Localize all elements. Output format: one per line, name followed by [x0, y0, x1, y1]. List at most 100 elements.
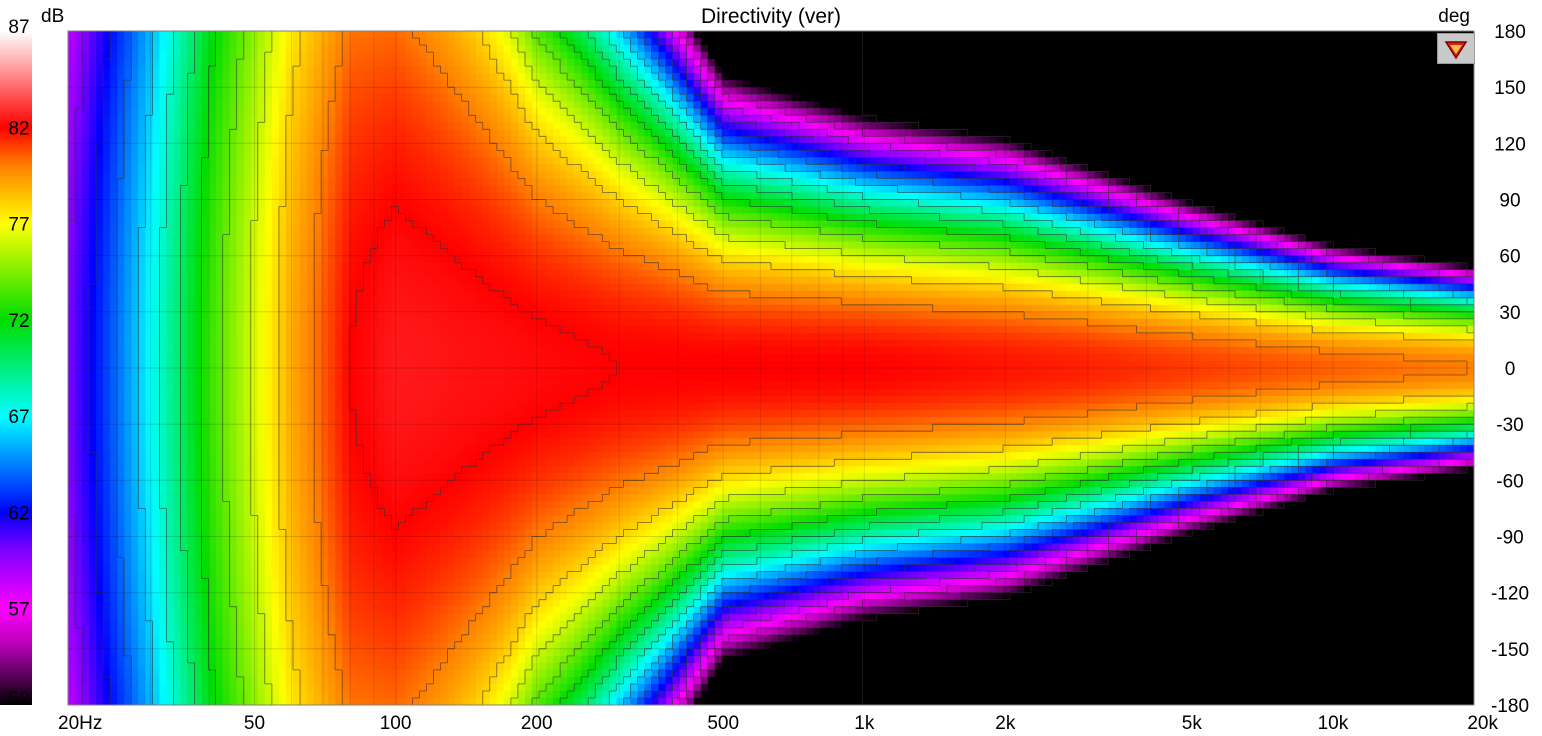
heatmap-cell	[285, 80, 294, 88]
heatmap-cell	[1178, 122, 1187, 130]
heatmap-cell	[1291, 129, 1299, 137]
heatmap-cell	[581, 87, 589, 95]
heatmap-cell	[637, 150, 646, 158]
heatmap-cell	[778, 122, 786, 130]
heatmap-cell	[278, 178, 287, 187]
heatmap-cell	[1017, 31, 1025, 39]
heatmap-cell	[1291, 87, 1299, 95]
heatmap-cell	[946, 66, 955, 74]
heatmap-cell	[960, 115, 969, 123]
heatmap-cell	[1094, 59, 1103, 67]
heatmap-cell	[602, 73, 610, 81]
heatmap-cell	[1389, 101, 1398, 109]
heatmap-cell	[553, 157, 561, 165]
heatmap-cell	[398, 115, 407, 123]
heatmap-cell	[250, 38, 259, 46]
heatmap-cell	[384, 185, 392, 194]
heatmap-cell	[1220, 45, 1229, 53]
heatmap-cell	[560, 157, 568, 165]
heatmap-cell	[1164, 185, 1173, 194]
heatmap-cell	[1150, 66, 1159, 74]
heatmap-cell	[1452, 192, 1461, 201]
heatmap-cell	[1010, 52, 1018, 60]
heatmap-cell	[1002, 59, 1011, 67]
heatmap-cell	[222, 185, 231, 194]
heatmap-cell	[904, 157, 913, 165]
heatmap-cell	[700, 101, 709, 109]
heatmap-cell	[229, 59, 238, 67]
heatmap-cell	[349, 185, 357, 194]
heatmap-cell	[278, 38, 287, 46]
heatmap-cell	[447, 73, 456, 81]
heatmap-cell	[363, 192, 371, 201]
heatmap-cell	[932, 45, 941, 53]
heatmap-cell	[616, 122, 624, 130]
heatmap-cell	[285, 73, 294, 81]
heatmap-cell	[1305, 80, 1313, 88]
heatmap-cell	[876, 31, 885, 39]
heatmap-cell	[1368, 108, 1377, 116]
heatmap-cell	[1375, 136, 1384, 144]
heatmap-cell	[1417, 38, 1426, 46]
heatmap-cell	[89, 87, 97, 95]
heatmap-cell	[1045, 136, 1053, 144]
heatmap-cell	[1291, 122, 1299, 130]
heatmap-cell	[1438, 129, 1447, 137]
heatmap-cell	[271, 171, 280, 180]
heatmap-cell	[1445, 115, 1454, 123]
heatmap-cell	[1361, 122, 1370, 130]
heatmap-cell	[820, 192, 828, 201]
heatmap-cell	[412, 178, 421, 187]
heatmap-cell	[581, 59, 589, 67]
heatmap-cell	[103, 59, 111, 67]
heatmap-cell	[679, 94, 688, 102]
heatmap-cell	[166, 52, 175, 60]
heatmap-cell	[890, 108, 899, 116]
heatmap-cell	[806, 150, 814, 158]
heatmap-cell	[651, 122, 660, 130]
heatmap-cell	[1080, 66, 1088, 74]
heatmap-cell	[1199, 164, 1208, 173]
heatmap-cell	[75, 143, 83, 151]
heatmap-cell	[222, 164, 231, 173]
heatmap-cell	[1298, 192, 1306, 201]
heatmap-cell	[714, 178, 723, 187]
heatmap-cell	[68, 38, 76, 46]
heatmap-cell	[778, 66, 786, 74]
heatmap-cell	[447, 129, 456, 137]
heatmap-cell	[1059, 115, 1067, 123]
heatmap-cell	[1031, 94, 1039, 102]
heatmap-cell	[911, 199, 920, 208]
heatmap-cell	[1417, 80, 1426, 88]
heatmap-cell	[370, 66, 378, 74]
heatmap-cell	[208, 164, 217, 173]
heatmap-cell	[159, 199, 168, 208]
heatmap-cell	[925, 171, 934, 180]
heatmap-cell	[222, 38, 231, 46]
heatmap-cell	[1059, 101, 1067, 109]
heatmap-cell	[117, 192, 125, 201]
heatmap-cell	[342, 80, 350, 88]
heatmap-cell	[1087, 66, 1095, 74]
heatmap-cell	[1438, 157, 1447, 165]
heatmap-cell	[616, 157, 624, 165]
heatmap-cell	[131, 94, 139, 102]
heatmap-cell	[904, 73, 913, 81]
heatmap-cell	[208, 143, 217, 151]
heatmap-cell	[264, 38, 273, 46]
heatmap-cell	[1171, 171, 1180, 180]
heatmap-cell	[1066, 185, 1074, 194]
heatmap-cell	[356, 157, 364, 165]
heatmap-cell	[531, 143, 540, 151]
heatmap-cell	[1284, 108, 1292, 116]
heatmap-cell	[539, 59, 547, 67]
heatmap-cell	[1452, 150, 1461, 158]
heatmap-cell	[68, 171, 76, 180]
heatmap-cell	[841, 150, 849, 158]
heatmap-cell	[728, 129, 737, 137]
heatmap-cell	[510, 45, 519, 53]
heatmap-cell	[1101, 185, 1110, 194]
heatmap-cell	[918, 59, 927, 67]
heatmap-cell	[145, 157, 153, 165]
heatmap-cell	[876, 185, 885, 194]
